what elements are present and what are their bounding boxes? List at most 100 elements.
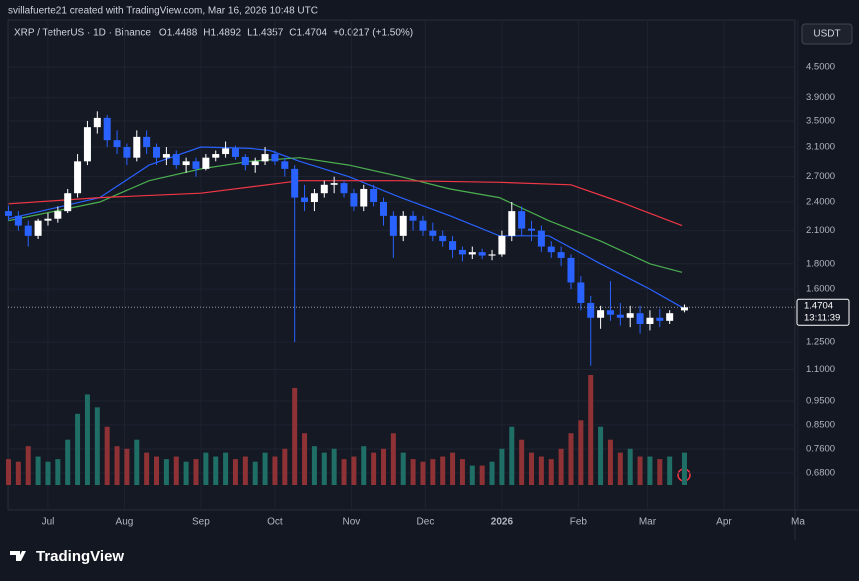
volume-bar (400, 452, 406, 485)
candle-body (439, 235, 447, 242)
volume-bar (15, 461, 21, 485)
candle-body (498, 235, 506, 255)
y-tick-label: 2.7000 (806, 171, 835, 182)
volume-bar (311, 446, 317, 485)
candle-body (567, 257, 575, 283)
volume-bar (380, 448, 386, 485)
credit: svillafuerte21 created with TradingView.… (8, 6, 318, 17)
volume-bar (489, 461, 495, 485)
candle-body (597, 310, 605, 318)
volume-bar (272, 456, 278, 485)
candle-body (537, 230, 545, 247)
candle-body (34, 220, 42, 236)
y-tick-label: 1.2500 (806, 337, 835, 348)
x-tick-label: 2026 (491, 517, 514, 528)
candle-body (458, 249, 466, 255)
y-tick-label: 4.5000 (806, 61, 835, 72)
candle-body (666, 313, 674, 321)
candle-body (281, 161, 289, 169)
volume-bar (282, 448, 288, 485)
candle-body (14, 215, 22, 226)
candle-body (103, 117, 111, 141)
volume-bar (568, 433, 574, 485)
candle-body (587, 302, 595, 318)
candle-body (192, 161, 200, 169)
volume-bar (361, 446, 367, 485)
currency[interactable]: USDT (813, 29, 840, 40)
x-tick-label: Nov (343, 517, 361, 528)
volume-bar (681, 452, 687, 485)
y-tick-label: 3.1000 (806, 142, 835, 153)
candle-body (488, 254, 496, 256)
volume-bar (509, 426, 515, 485)
candle-body (340, 183, 348, 194)
candle-body (577, 282, 585, 303)
candle-body (508, 211, 516, 236)
volume-bar (35, 456, 41, 485)
countdown: 13:11:39 (804, 313, 840, 324)
candle-body (518, 211, 526, 229)
logo-icon (10, 551, 26, 561)
ohlc-value: H1.4892 (203, 28, 241, 39)
volume-bar (558, 448, 564, 485)
volume-bar (341, 459, 347, 485)
brand-logo: TradingView (10, 548, 124, 565)
volume-bar (144, 452, 150, 485)
candle-body (4, 211, 12, 216)
volume-bar (538, 456, 544, 485)
candle-body (449, 241, 457, 250)
candle-body (93, 117, 101, 128)
candle-body (54, 211, 62, 219)
volume-bar (154, 456, 160, 485)
candle-body (83, 127, 91, 162)
volume-bar (163, 459, 169, 485)
volume-bar (598, 426, 604, 485)
y-tick-label: 2.4000 (806, 196, 835, 207)
volume-bar (213, 456, 219, 485)
y-tick-label: 0.7600 (806, 443, 835, 454)
y-tick-label: 1.1000 (806, 364, 835, 375)
candle-body (616, 314, 624, 318)
volume-bar (134, 439, 140, 485)
volume-bar (450, 452, 456, 485)
volume-bar (302, 433, 308, 485)
candle-body (222, 148, 230, 155)
x-tick-label: Jul (42, 517, 55, 528)
candle-body (330, 183, 338, 185)
candle-body (389, 215, 397, 236)
x-tick-label: Sep (192, 517, 210, 528)
symbol-legend: XRP / TetherUS · 1D · Binance (14, 28, 151, 39)
currency-button[interactable] (801, 23, 853, 45)
volume-bar (5, 459, 11, 485)
volume-bar (242, 456, 248, 485)
x-tick-label: Ma (791, 517, 805, 528)
candle-body (231, 148, 239, 157)
candle-body (162, 154, 170, 158)
volume-bar (440, 456, 446, 485)
volume-bar (617, 452, 623, 485)
volume-bar (430, 459, 436, 485)
volume-bar (627, 448, 633, 485)
volume-bar (479, 465, 485, 485)
y-tick-label: 1.8000 (806, 258, 835, 269)
y-tick-label: 1.6000 (806, 284, 835, 295)
ohlc-value: C1.4704 (289, 28, 327, 39)
volume-bar (459, 459, 465, 485)
volume-bar (173, 456, 179, 485)
x-tick-label: Feb (570, 517, 588, 528)
candle-body (113, 140, 121, 148)
candle-body (350, 193, 358, 207)
candle-body (24, 225, 32, 236)
candle-body (310, 193, 318, 202)
candle-body (429, 230, 437, 236)
volume-bar (667, 456, 673, 485)
candle-body (143, 136, 151, 148)
volume-bar (124, 448, 130, 485)
candle-body (261, 154, 269, 162)
candle-body (182, 161, 190, 166)
volume-bar (203, 452, 209, 485)
x-tick-label: Apr (716, 517, 732, 528)
y-tick-label: 3.5000 (806, 115, 835, 126)
candle-body (606, 310, 614, 315)
